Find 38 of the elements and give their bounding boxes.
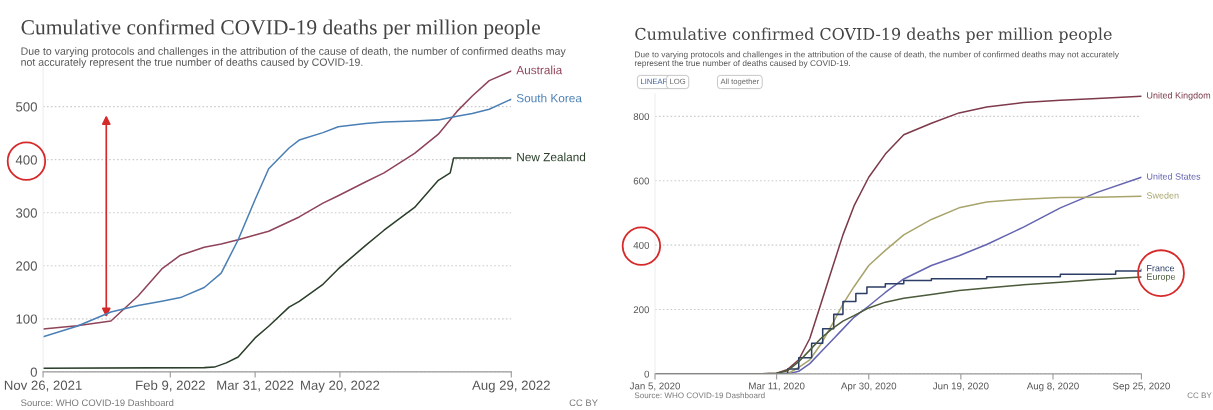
- y-tick-label: 300: [16, 208, 37, 218]
- y-tick-label: 200: [633, 306, 650, 314]
- x-tick-label: May 20, 2022: [301, 380, 380, 393]
- y-tick-label: 100: [16, 314, 37, 324]
- chart-title: Cumulative confirmed COVID-19 deaths per million people: [635, 27, 1112, 44]
- x-tick-label: Feb 9, 2022: [136, 380, 205, 392]
- series-label: Australia: [516, 65, 563, 75]
- x-tick-label: Mar 11, 2020: [749, 382, 805, 391]
- series-label: France: [1147, 265, 1175, 272]
- series-label: South Korea: [516, 93, 582, 103]
- x-tick-label: Jan 5, 2020: [629, 382, 681, 391]
- series-label: United Kingdom: [1147, 91, 1211, 101]
- text: CC BY: [1187, 392, 1212, 399]
- x-tick-label: Nov 26, 2021: [4, 380, 82, 392]
- x-tick-label: Aug 29, 2022: [472, 380, 550, 393]
- source-note: Source: WHO COVID-19 Dashboard: [634, 392, 765, 399]
- y-tick-label: 500: [16, 102, 37, 112]
- y-tick-label: 800: [633, 113, 650, 121]
- line-series: [43, 157, 512, 369]
- x-tick-label: Mar 31, 2022: [217, 380, 294, 392]
- y-tick-label: 0: [644, 370, 650, 378]
- x-tick-label: Aug 8, 2020: [1026, 382, 1079, 392]
- y-tick-label: 600: [633, 177, 650, 185]
- text: CC BY: [569, 399, 598, 407]
- y-tick-label: 200: [16, 261, 37, 271]
- series-label: Sweden: [1146, 192, 1179, 199]
- y-tick-label: 0: [30, 367, 37, 377]
- x-tick-label: Apr 30, 2020: [840, 382, 897, 392]
- chart-subtitle: Due to varying protocols and challenges in the attribution of the cause of death, the number of confirmed deaths may not accurately represent the true number of deaths caused by COVID-19.: [634, 51, 1119, 68]
- series-label: Europe: [1147, 273, 1176, 282]
- chart-title: Cumulative confirmed COVID-19 deaths per million people: [21, 19, 541, 39]
- x-tick-label: Sep 25, 2020: [1112, 382, 1170, 392]
- y-tick-label: 400: [633, 241, 650, 249]
- series-label: New Zealand: [517, 152, 586, 162]
- x-tick-label: Jun 19, 2020: [932, 382, 989, 391]
- series-label: United States: [1147, 173, 1201, 180]
- source-note: Source: WHO COVID-19 Dashboard: [21, 399, 174, 407]
- y-tick-label: 400: [15, 155, 37, 165]
